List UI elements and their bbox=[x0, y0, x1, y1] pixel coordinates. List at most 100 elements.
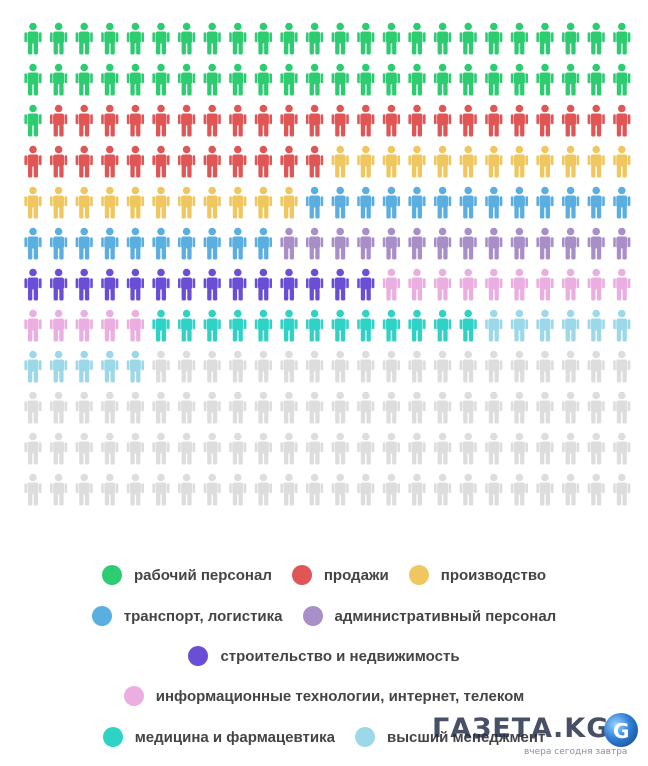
person-icon bbox=[613, 22, 631, 55]
person-icon bbox=[178, 227, 196, 260]
person-icon bbox=[229, 309, 247, 342]
person-icon bbox=[613, 145, 631, 178]
person-icon bbox=[510, 104, 528, 137]
person-icon bbox=[613, 432, 631, 465]
legend-item: административный персонал bbox=[302, 606, 556, 626]
person-icon bbox=[203, 63, 221, 96]
person-icon bbox=[408, 227, 426, 260]
person-icon bbox=[587, 432, 605, 465]
person-icon bbox=[75, 473, 93, 506]
person-icon bbox=[50, 473, 68, 506]
person-icon bbox=[331, 268, 349, 301]
person-icon bbox=[587, 350, 605, 383]
person-icon bbox=[254, 309, 272, 342]
person-icon bbox=[382, 473, 400, 506]
person-icon bbox=[24, 391, 42, 424]
person-icon bbox=[331, 432, 349, 465]
person-icon bbox=[408, 350, 426, 383]
person-icon bbox=[101, 104, 119, 137]
person-icon bbox=[280, 432, 298, 465]
person-icon bbox=[459, 309, 477, 342]
person-icon bbox=[434, 186, 452, 219]
person-icon bbox=[24, 432, 42, 465]
person-icon bbox=[178, 22, 196, 55]
legend-label: высший менеджмент bbox=[386, 728, 546, 746]
person-icon bbox=[229, 268, 247, 301]
person-icon bbox=[434, 432, 452, 465]
person-icon bbox=[24, 104, 42, 137]
person-icon bbox=[203, 309, 221, 342]
person-icon bbox=[50, 268, 68, 301]
person-icon bbox=[229, 63, 247, 96]
person-icon bbox=[126, 391, 144, 424]
person-icon bbox=[357, 227, 375, 260]
legend-item: транспорт, логистика bbox=[91, 606, 283, 626]
person-icon bbox=[357, 186, 375, 219]
person-icon bbox=[126, 309, 144, 342]
person-icon bbox=[459, 63, 477, 96]
person-icon bbox=[331, 145, 349, 178]
person-icon bbox=[562, 473, 580, 506]
person-icon bbox=[382, 391, 400, 424]
person-icon bbox=[357, 145, 375, 178]
person-icon bbox=[306, 145, 324, 178]
legend-swatch bbox=[302, 606, 323, 626]
person-icon bbox=[459, 432, 477, 465]
person-icon bbox=[408, 309, 426, 342]
person-icon bbox=[50, 145, 68, 178]
person-icon bbox=[101, 309, 119, 342]
person-icon bbox=[280, 22, 298, 55]
person-icon bbox=[75, 104, 93, 137]
person-icon bbox=[485, 22, 503, 55]
person-icon bbox=[75, 186, 93, 219]
person-icon bbox=[408, 145, 426, 178]
person-icon bbox=[331, 104, 349, 137]
person-icon bbox=[229, 104, 247, 137]
person-icon bbox=[459, 227, 477, 260]
person-icon bbox=[536, 22, 554, 55]
person-icon bbox=[306, 309, 324, 342]
person-icon bbox=[536, 227, 554, 260]
person-icon bbox=[306, 22, 324, 55]
person-icon bbox=[254, 268, 272, 301]
person-icon bbox=[254, 63, 272, 96]
person-icon bbox=[357, 391, 375, 424]
person-icon bbox=[126, 186, 144, 219]
person-icon bbox=[152, 309, 170, 342]
person-icon bbox=[229, 391, 247, 424]
person-icon bbox=[126, 104, 144, 137]
person-icon bbox=[485, 309, 503, 342]
person-icon bbox=[178, 432, 196, 465]
person-icon bbox=[126, 145, 144, 178]
person-icon bbox=[203, 145, 221, 178]
person-icon bbox=[178, 473, 196, 506]
person-icon bbox=[459, 186, 477, 219]
person-icon bbox=[562, 350, 580, 383]
person-icon bbox=[613, 309, 631, 342]
person-icon bbox=[587, 391, 605, 424]
person-icon bbox=[459, 22, 477, 55]
person-icon bbox=[536, 63, 554, 96]
person-icon bbox=[536, 309, 554, 342]
person-icon bbox=[562, 186, 580, 219]
person-icon bbox=[613, 186, 631, 219]
person-icon bbox=[152, 145, 170, 178]
person-icon bbox=[485, 391, 503, 424]
person-icon bbox=[587, 309, 605, 342]
person-icon bbox=[152, 268, 170, 301]
person-icon bbox=[254, 186, 272, 219]
person-icon bbox=[382, 22, 400, 55]
person-icon bbox=[434, 473, 452, 506]
person-icon bbox=[382, 63, 400, 96]
person-icon bbox=[510, 63, 528, 96]
person-icon bbox=[75, 350, 93, 383]
person-icon bbox=[203, 186, 221, 219]
person-icon bbox=[178, 104, 196, 137]
person-icon bbox=[306, 473, 324, 506]
person-icon bbox=[587, 227, 605, 260]
legend-item: информационные технологии, интернет, тел… bbox=[123, 686, 524, 706]
person-icon bbox=[101, 186, 119, 219]
person-icon bbox=[24, 22, 42, 55]
person-icon bbox=[459, 104, 477, 137]
person-icon bbox=[203, 227, 221, 260]
